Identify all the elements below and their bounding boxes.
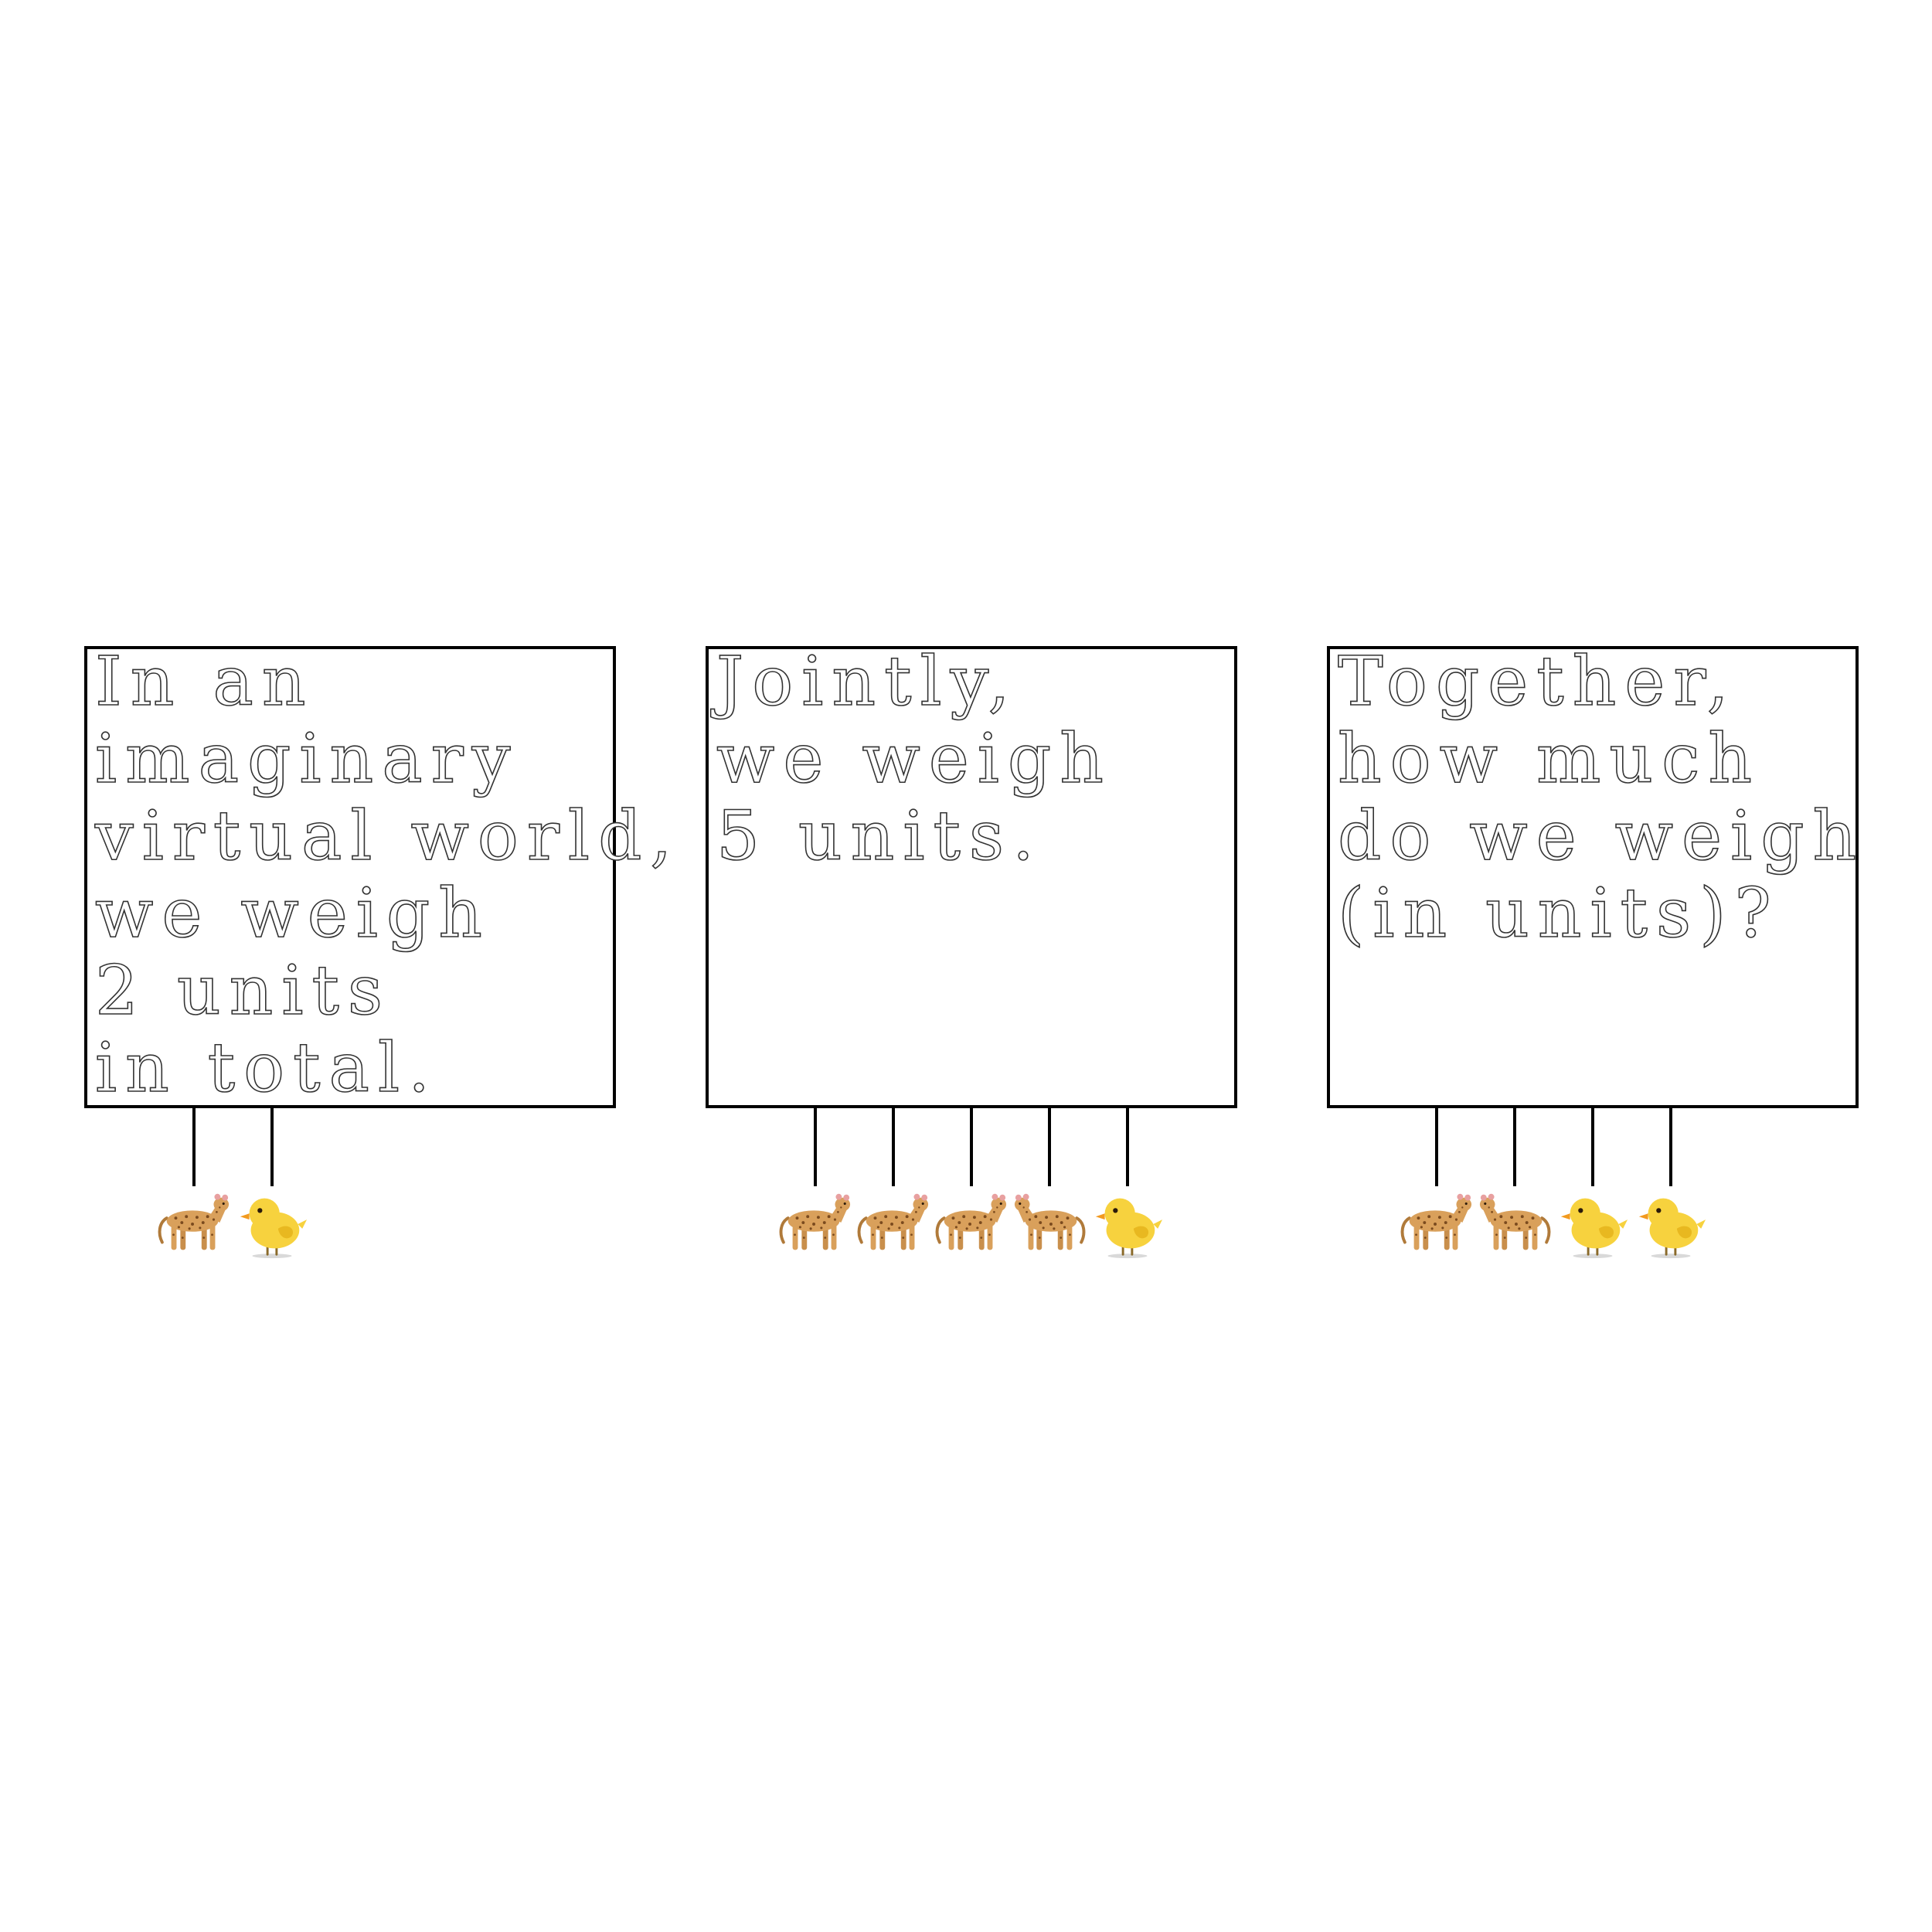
sign-text-line: (in units)? xyxy=(1338,873,1780,953)
sign-text-line: Jointly, xyxy=(710,641,1019,721)
chick-icon xyxy=(239,1197,308,1260)
sign-text-line: Together, xyxy=(1338,641,1737,721)
sign-text-line: we weigh xyxy=(95,873,491,953)
sign-text-line: do we weigh xyxy=(1338,796,1865,876)
sign-box xyxy=(1327,646,1859,1108)
leopard-icon xyxy=(1478,1192,1551,1252)
leopard-icon xyxy=(857,1192,930,1252)
sign-text-line: 5 units. xyxy=(716,796,1043,876)
sign-text-line: imaginary xyxy=(95,719,519,798)
chick-icon xyxy=(1094,1197,1164,1260)
sign-text-line: 2 units xyxy=(95,951,391,1030)
leopard-icon xyxy=(158,1192,231,1252)
chick-icon xyxy=(1638,1197,1707,1260)
sign-text-line: In an xyxy=(95,641,315,721)
leopard-icon xyxy=(779,1192,852,1252)
leopard-icon xyxy=(1400,1192,1474,1252)
leopard-icon xyxy=(1012,1192,1086,1252)
chick-icon xyxy=(1560,1197,1629,1260)
leopard-icon xyxy=(935,1192,1009,1252)
sign-box xyxy=(84,646,616,1108)
sign-text-line: in total. xyxy=(95,1028,438,1107)
sign-text-line: how much xyxy=(1338,719,1760,798)
sign-box xyxy=(706,646,1237,1108)
sign-text-line: virtual world, xyxy=(94,796,680,876)
sign-text-line: we weigh xyxy=(716,719,1112,798)
